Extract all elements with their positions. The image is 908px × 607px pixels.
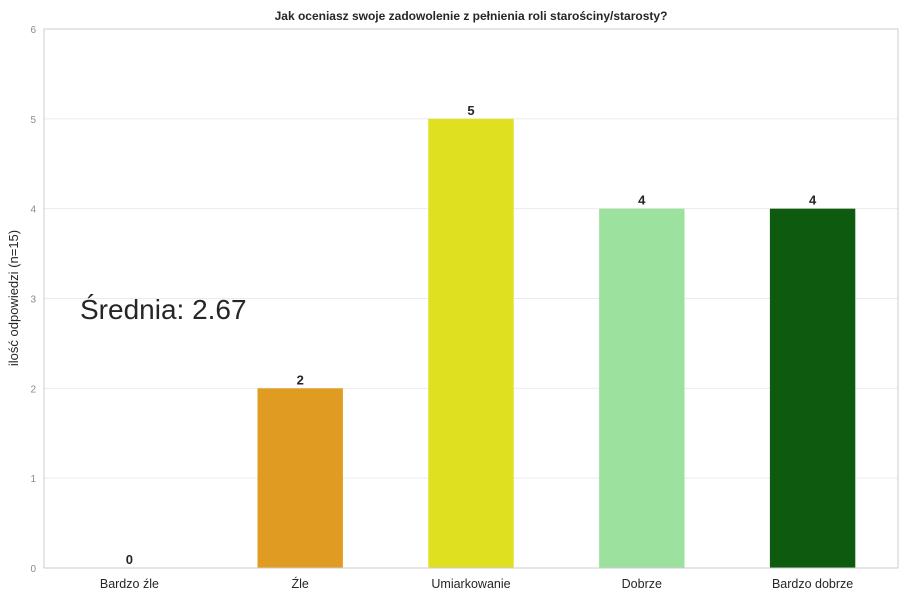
bar-value-label: 4 xyxy=(638,193,646,208)
bar-value-label: 5 xyxy=(467,103,474,118)
y-tick-label: 6 xyxy=(30,25,36,36)
bar-value-label: 4 xyxy=(809,193,817,208)
x-axis-ticks: Bardzo źle Źle Umiarkowanie Dobrze Bardzo do… xyxy=(100,576,853,591)
mean-annotation: Średnia: 2.67 xyxy=(80,293,247,325)
y-axis-ticks: 0 1 2 3 4 5 6 xyxy=(30,25,36,575)
x-tick-label: Bardzo źle xyxy=(100,577,159,591)
x-tick-label: Źle xyxy=(292,576,309,591)
bar-value-labels: 0 2 5 4 4 xyxy=(126,103,817,567)
bar xyxy=(257,388,343,568)
bar xyxy=(769,208,856,568)
bars xyxy=(257,118,856,568)
x-tick-label: Dobrze xyxy=(622,577,662,591)
bar xyxy=(428,118,514,568)
y-axis-label: ilość odpowiedzi (n=15) xyxy=(6,230,21,366)
y-tick-label: 0 xyxy=(30,564,36,575)
y-tick-label: 5 xyxy=(30,115,36,126)
y-tick-label: 2 xyxy=(30,384,36,395)
x-tick-label: Umiarkowanie xyxy=(431,577,510,591)
bar-value-label: 0 xyxy=(126,552,133,567)
y-tick-label: 3 xyxy=(30,295,36,306)
y-tick-label: 1 xyxy=(30,474,36,485)
bar xyxy=(599,208,685,568)
plot-frame xyxy=(43,28,899,569)
y-tick-label: 4 xyxy=(30,205,36,216)
chart-title: Jak oceniasz swoje zadowolenie z pełnien… xyxy=(275,9,668,23)
x-tick-label: Bardzo dobrze xyxy=(772,577,853,591)
bar-value-label: 2 xyxy=(297,372,304,387)
